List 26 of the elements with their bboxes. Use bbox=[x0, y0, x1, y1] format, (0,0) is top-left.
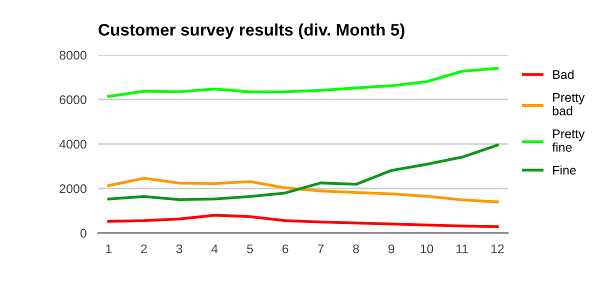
line-series bbox=[107, 214, 499, 228]
line-series bbox=[107, 176, 499, 204]
line-series bbox=[107, 66, 499, 98]
x-tick-label: 8 bbox=[353, 244, 359, 254]
legend-label: Bad bbox=[553, 70, 574, 79]
chart-title: Customer survey results (div. Month 5) bbox=[98, 23, 404, 40]
x-tick-label: 11 bbox=[456, 244, 468, 254]
y-tick-label: 2000 bbox=[60, 184, 86, 194]
y-tick-label: 4000 bbox=[59, 140, 86, 149]
x-tick-label: 6 bbox=[282, 244, 288, 254]
legend-label: Pretty fine bbox=[552, 130, 585, 152]
x-tick-label: 3 bbox=[176, 244, 182, 254]
x-tick-label: 9 bbox=[388, 244, 394, 254]
x-tick-label: 2 bbox=[141, 244, 147, 254]
x-tick-label: 1 bbox=[106, 244, 112, 254]
line-series bbox=[107, 144, 499, 202]
legend-label: Pretty bad bbox=[552, 93, 585, 116]
x-tick-label: 7 bbox=[318, 244, 324, 254]
y-tick-label: 8000 bbox=[60, 50, 86, 60]
y-tick-label: 0 bbox=[80, 228, 86, 238]
legend-label: Fine bbox=[553, 165, 576, 175]
x-tick-label: 5 bbox=[247, 244, 253, 254]
y-tick-label: 6000 bbox=[60, 95, 86, 104]
x-tick-label: 10 bbox=[420, 244, 434, 254]
x-tick-label: 4 bbox=[211, 244, 218, 254]
x-tick-label: 12 bbox=[491, 244, 504, 254]
